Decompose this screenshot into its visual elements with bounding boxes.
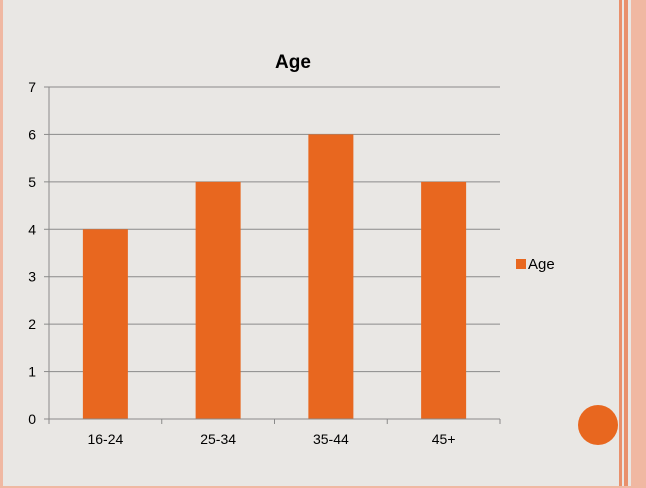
bars: [82, 134, 467, 419]
x-tick-label: 16-24: [87, 431, 123, 447]
y-tick-label: 4: [28, 221, 36, 237]
y-tick-label: 3: [28, 269, 36, 285]
y-tick-label: 2: [28, 316, 36, 332]
legend-swatch: [516, 259, 526, 269]
bar: [421, 181, 467, 419]
slide-border-left: [0, 0, 3, 488]
legend: Age: [516, 256, 555, 273]
bar: [195, 181, 241, 419]
x-tick-labels: 16-24 25-34 35-44 45+: [87, 431, 455, 447]
y-tick-label: 0: [28, 411, 36, 427]
x-tick-label: 35-44: [313, 431, 349, 447]
y-tick-label: 7: [28, 79, 36, 95]
slide-border-right: [619, 0, 622, 488]
y-tick-label: 6: [28, 126, 36, 142]
slide-border-bottom: [0, 486, 646, 488]
y-tick-labels: 0 1 2 3 4 5 6 7: [28, 79, 36, 427]
bar: [308, 134, 354, 419]
chart-title: Age: [275, 52, 311, 73]
slide-border-right: [624, 0, 628, 488]
x-tick-label: 45+: [432, 431, 456, 447]
bar: [82, 229, 128, 419]
orange-circle-icon: [578, 405, 618, 445]
y-tick-label: 1: [28, 364, 36, 380]
axes: [48, 87, 501, 424]
legend-label: Age: [528, 256, 555, 273]
slide-border-right: [631, 0, 646, 488]
y-tick-label: 5: [28, 174, 36, 190]
x-tick-label: 25-34: [200, 431, 236, 447]
